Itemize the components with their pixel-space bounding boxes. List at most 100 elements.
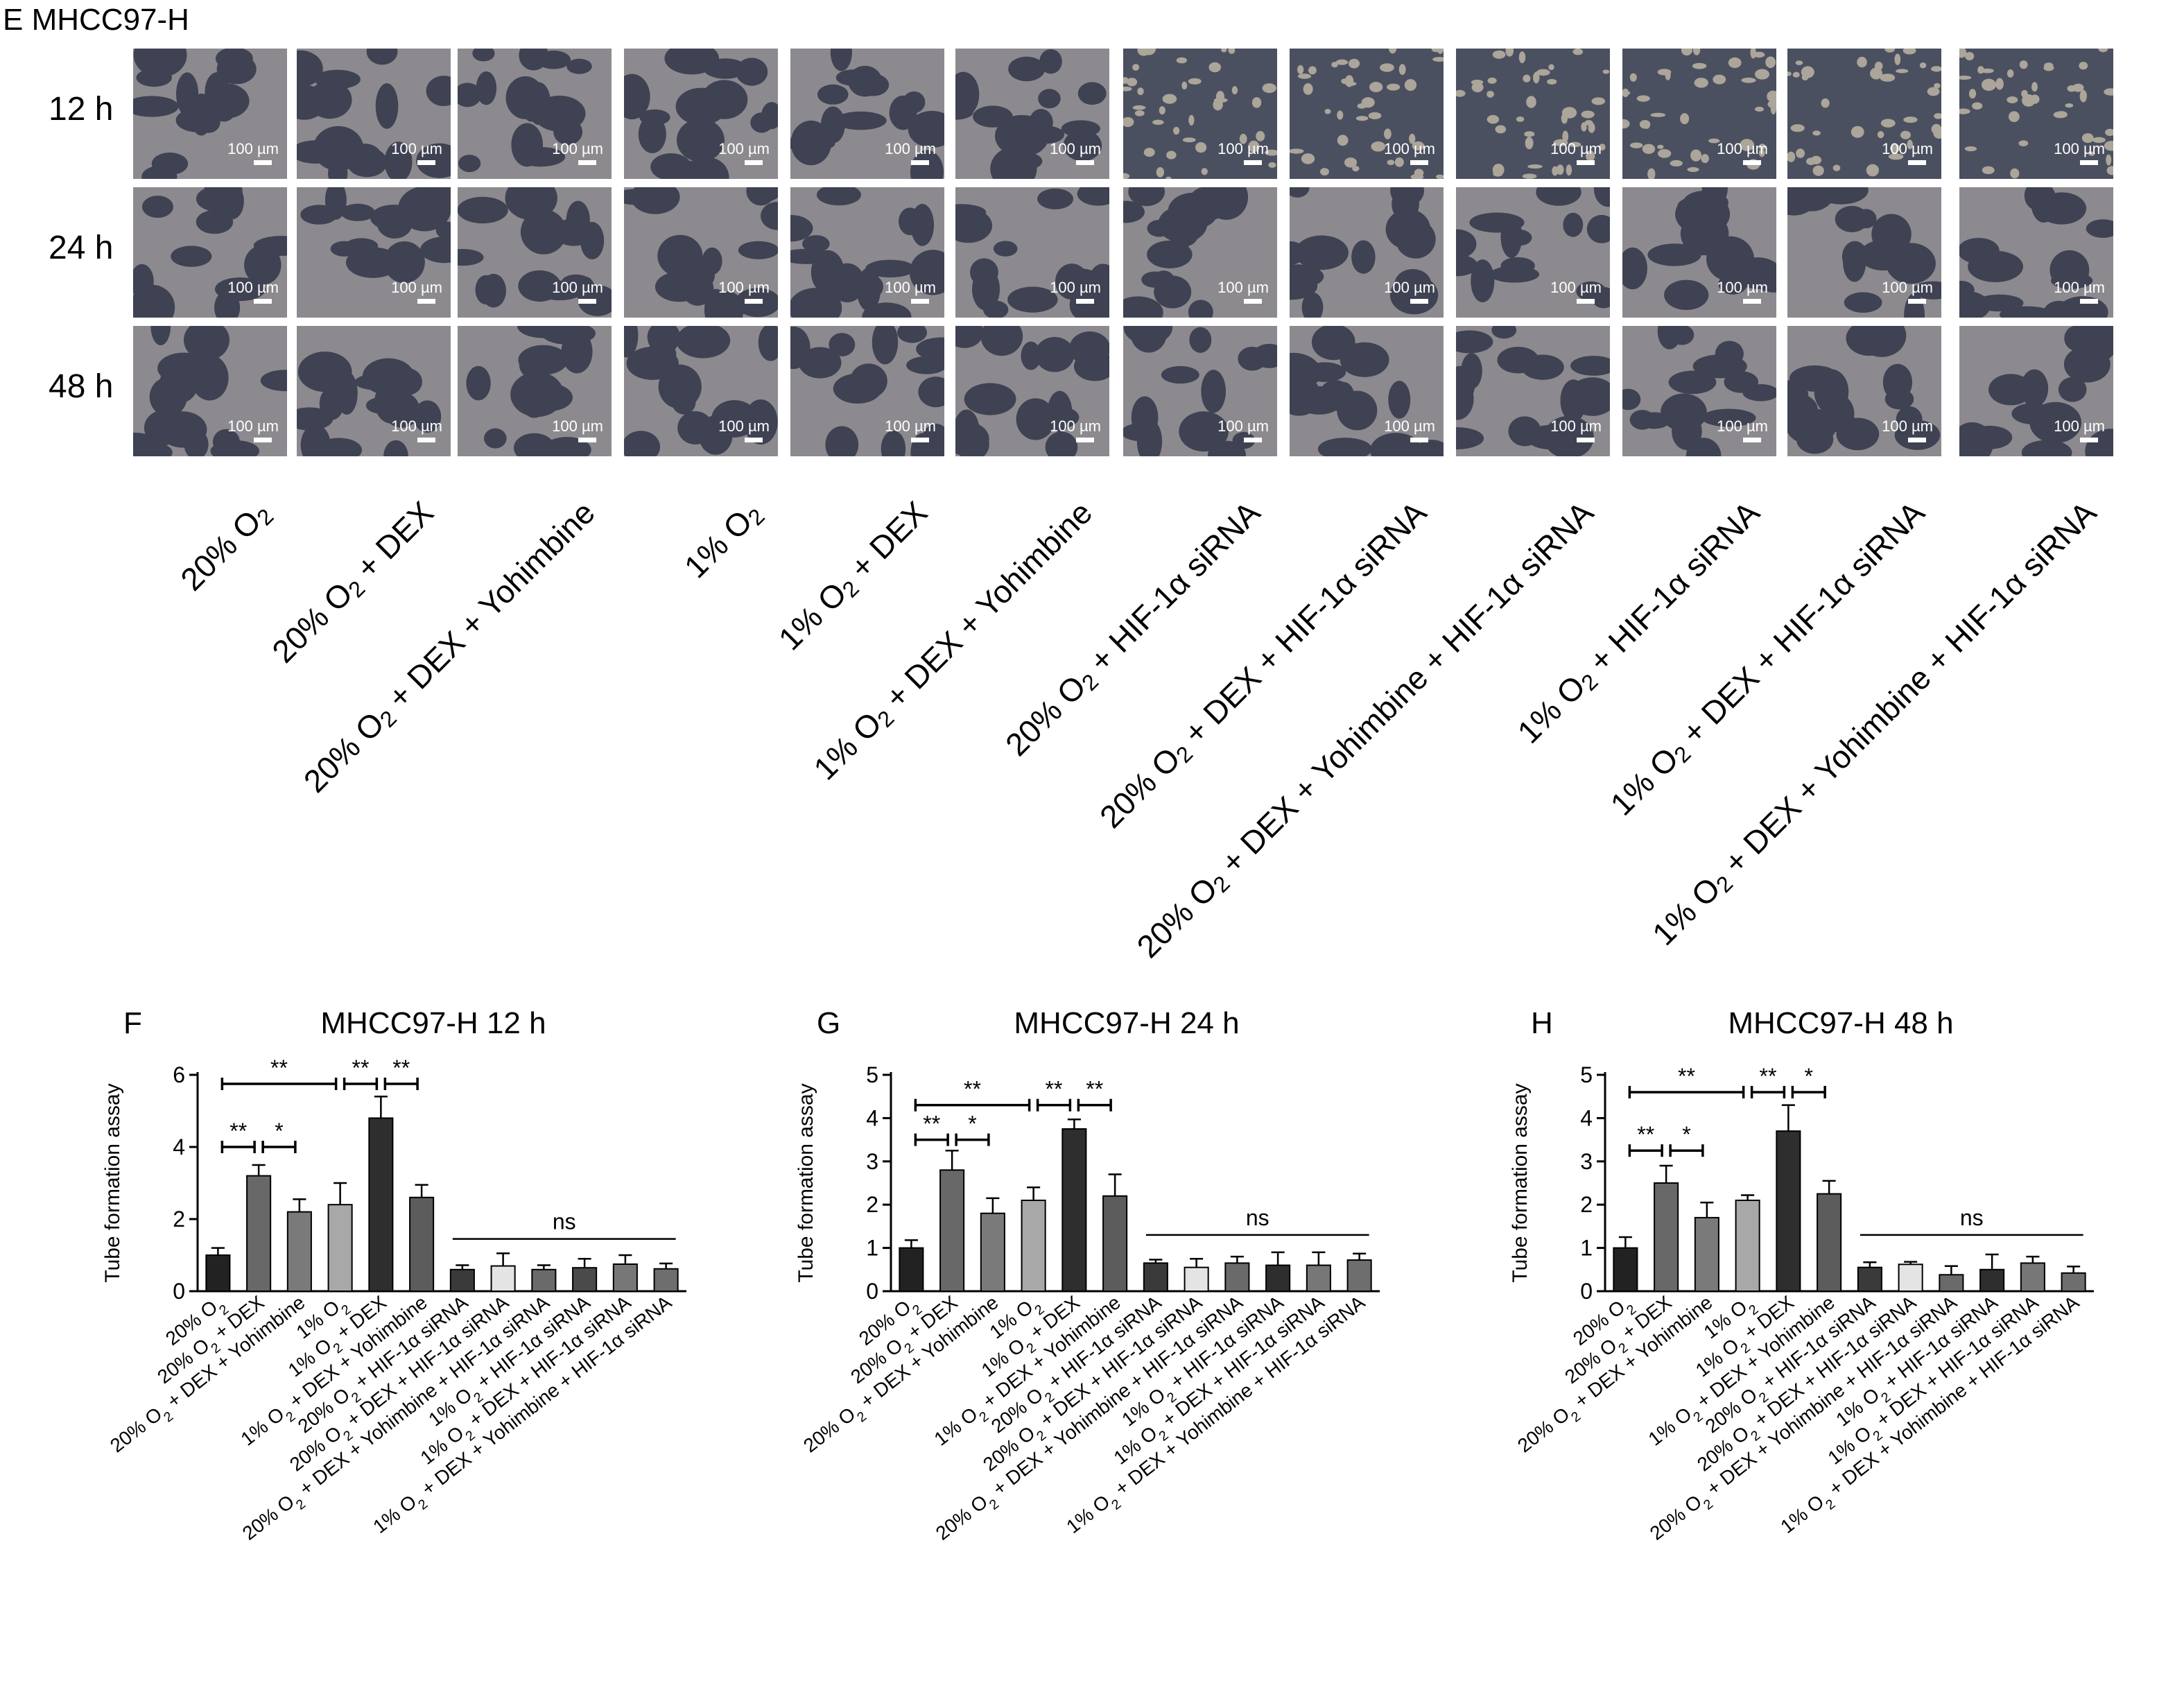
y-axis-label: Tube formation assay bbox=[1509, 1083, 1532, 1282]
micrograph-tile: 100 µm bbox=[1456, 326, 1610, 456]
scale-bar bbox=[417, 299, 435, 304]
micrograph-image bbox=[1622, 326, 1776, 456]
bar bbox=[1817, 1193, 1842, 1292]
scale-bar-label: 100 µm bbox=[718, 417, 770, 435]
micrograph-tile: 100 µm bbox=[1622, 49, 1776, 179]
micrograph-image bbox=[790, 326, 944, 456]
scale-bar bbox=[254, 299, 272, 304]
bar bbox=[327, 1204, 353, 1293]
micrograph-image bbox=[624, 49, 778, 179]
micrograph-image bbox=[1123, 187, 1277, 318]
bar bbox=[939, 1169, 965, 1292]
condition-label: 1% O2 + DEX + HIF-1α siRNA bbox=[1603, 494, 1932, 822]
significance-label: * bbox=[968, 1112, 976, 1137]
chart-panel-h: H MHCC97-H 48 h Tube formation assay 0 1 2 3 4 5… bbox=[1491, 1006, 2142, 1678]
chart-title: MHCC97-H 12 h bbox=[320, 1006, 546, 1040]
scale-bar-label: 100 µm bbox=[552, 140, 603, 157]
micrograph-tile: 100 µm bbox=[133, 326, 287, 456]
micrograph-image bbox=[1290, 187, 1444, 318]
micrograph-tile: 100 µm bbox=[1290, 326, 1444, 456]
scale-bar-label: 100 µm bbox=[2054, 417, 2105, 435]
scale-bar bbox=[1577, 438, 1595, 442]
scale-bar-label: 100 µm bbox=[1882, 279, 1933, 296]
scale-bar bbox=[254, 160, 272, 165]
micrograph-tile: 100 µm bbox=[1787, 49, 1941, 179]
row-label: 48 h bbox=[49, 368, 114, 405]
significance-label: ** bbox=[1637, 1122, 1654, 1147]
bar bbox=[572, 1267, 598, 1293]
scale-bar bbox=[911, 160, 929, 165]
bar bbox=[1346, 1259, 1372, 1292]
micrograph-tile: 100 µm bbox=[1959, 187, 2113, 318]
scale-bar-label: 100 µm bbox=[1050, 279, 1101, 296]
scale-bar bbox=[1577, 160, 1595, 165]
scale-bar bbox=[1577, 299, 1595, 304]
scale-bar bbox=[1908, 160, 1926, 165]
scale-bar bbox=[1908, 299, 1926, 304]
bar bbox=[1102, 1195, 1128, 1292]
scale-bar-label: 100 µm bbox=[552, 279, 603, 296]
micrograph-image bbox=[458, 187, 612, 318]
scale-bar-label: 100 µm bbox=[227, 279, 279, 296]
scale-bar-label: 100 µm bbox=[1384, 279, 1435, 296]
significance-label: ** bbox=[1678, 1064, 1695, 1089]
significance-label: * bbox=[1682, 1122, 1690, 1147]
scale-bar-label: 100 µm bbox=[391, 140, 442, 157]
scale-bar-label: 100 µm bbox=[2054, 140, 2105, 157]
micrograph-image bbox=[624, 187, 778, 318]
bar bbox=[1979, 1268, 2005, 1292]
micrograph-image bbox=[1622, 187, 1776, 318]
bar bbox=[409, 1196, 435, 1292]
micrograph-image bbox=[133, 187, 287, 318]
micrograph-tile: 100 µm bbox=[624, 187, 778, 318]
significance-label: ** bbox=[229, 1119, 247, 1143]
significance-label: ** bbox=[1086, 1077, 1103, 1102]
micrograph-tile: 100 µm bbox=[1123, 49, 1277, 179]
micrograph-image bbox=[790, 49, 944, 179]
scale-bar-label: 100 µm bbox=[1217, 279, 1269, 296]
row-label: 24 h bbox=[49, 230, 114, 266]
scale-bar bbox=[1244, 160, 1262, 165]
micrograph-tile: 100 µm bbox=[955, 326, 1109, 456]
chart-panel-g: G MHCC97-H 24 h Tube formation assay 0 1 2 3 4 5… bbox=[777, 1006, 1428, 1678]
y-tick-label: 4 bbox=[1580, 1105, 1593, 1130]
significance-bracket bbox=[343, 1078, 379, 1090]
scale-bar bbox=[417, 438, 435, 442]
micrograph-tile: 100 µm bbox=[1456, 49, 1610, 179]
significance-bracket bbox=[261, 1141, 297, 1153]
micrograph-image bbox=[955, 49, 1109, 179]
micrograph-tile: 100 µm bbox=[1123, 187, 1277, 318]
significance-label: ** bbox=[392, 1055, 410, 1080]
scale-bar-label: 100 µm bbox=[885, 279, 936, 296]
condition-label: 20% O2 bbox=[173, 503, 279, 598]
micrograph-image bbox=[955, 326, 1109, 456]
micrograph-image bbox=[1456, 326, 1610, 456]
y-tick-label: 4 bbox=[866, 1105, 878, 1130]
ns-label: ns bbox=[1960, 1205, 1984, 1230]
y-tick-label: 6 bbox=[173, 1062, 185, 1087]
scale-bar bbox=[2080, 160, 2098, 165]
scale-bar bbox=[911, 438, 929, 442]
significance-label: ** bbox=[270, 1055, 288, 1080]
scale-bar bbox=[911, 299, 929, 304]
scale-bar bbox=[745, 160, 763, 165]
significance-bracket bbox=[220, 1141, 256, 1153]
scale-bar bbox=[254, 438, 272, 442]
bar bbox=[1021, 1199, 1046, 1292]
condition-label: 1% O2 + DEX + Yohimbine bbox=[806, 494, 1100, 787]
chart-g-svg: G MHCC97-H 24 h Tube formation assay 0 1 2 3 4 5… bbox=[795, 1006, 1380, 1550]
bar bbox=[531, 1268, 557, 1292]
chart-title: MHCC97-H 48 h bbox=[1728, 1006, 1953, 1040]
bar bbox=[2061, 1272, 2086, 1292]
scale-bar bbox=[1244, 438, 1262, 442]
y-tick-label: 2 bbox=[1580, 1192, 1593, 1217]
scale-bar bbox=[745, 438, 763, 442]
significance-label: ** bbox=[964, 1077, 981, 1102]
scale-bar-label: 100 µm bbox=[885, 417, 936, 435]
scale-bar-label: 100 µm bbox=[1882, 417, 1933, 435]
bar bbox=[449, 1268, 475, 1292]
bar bbox=[1898, 1263, 1923, 1293]
y-tick-label: 4 bbox=[173, 1134, 185, 1159]
micrograph-image bbox=[624, 326, 778, 456]
y-axis-label: Tube formation assay bbox=[795, 1083, 817, 1282]
